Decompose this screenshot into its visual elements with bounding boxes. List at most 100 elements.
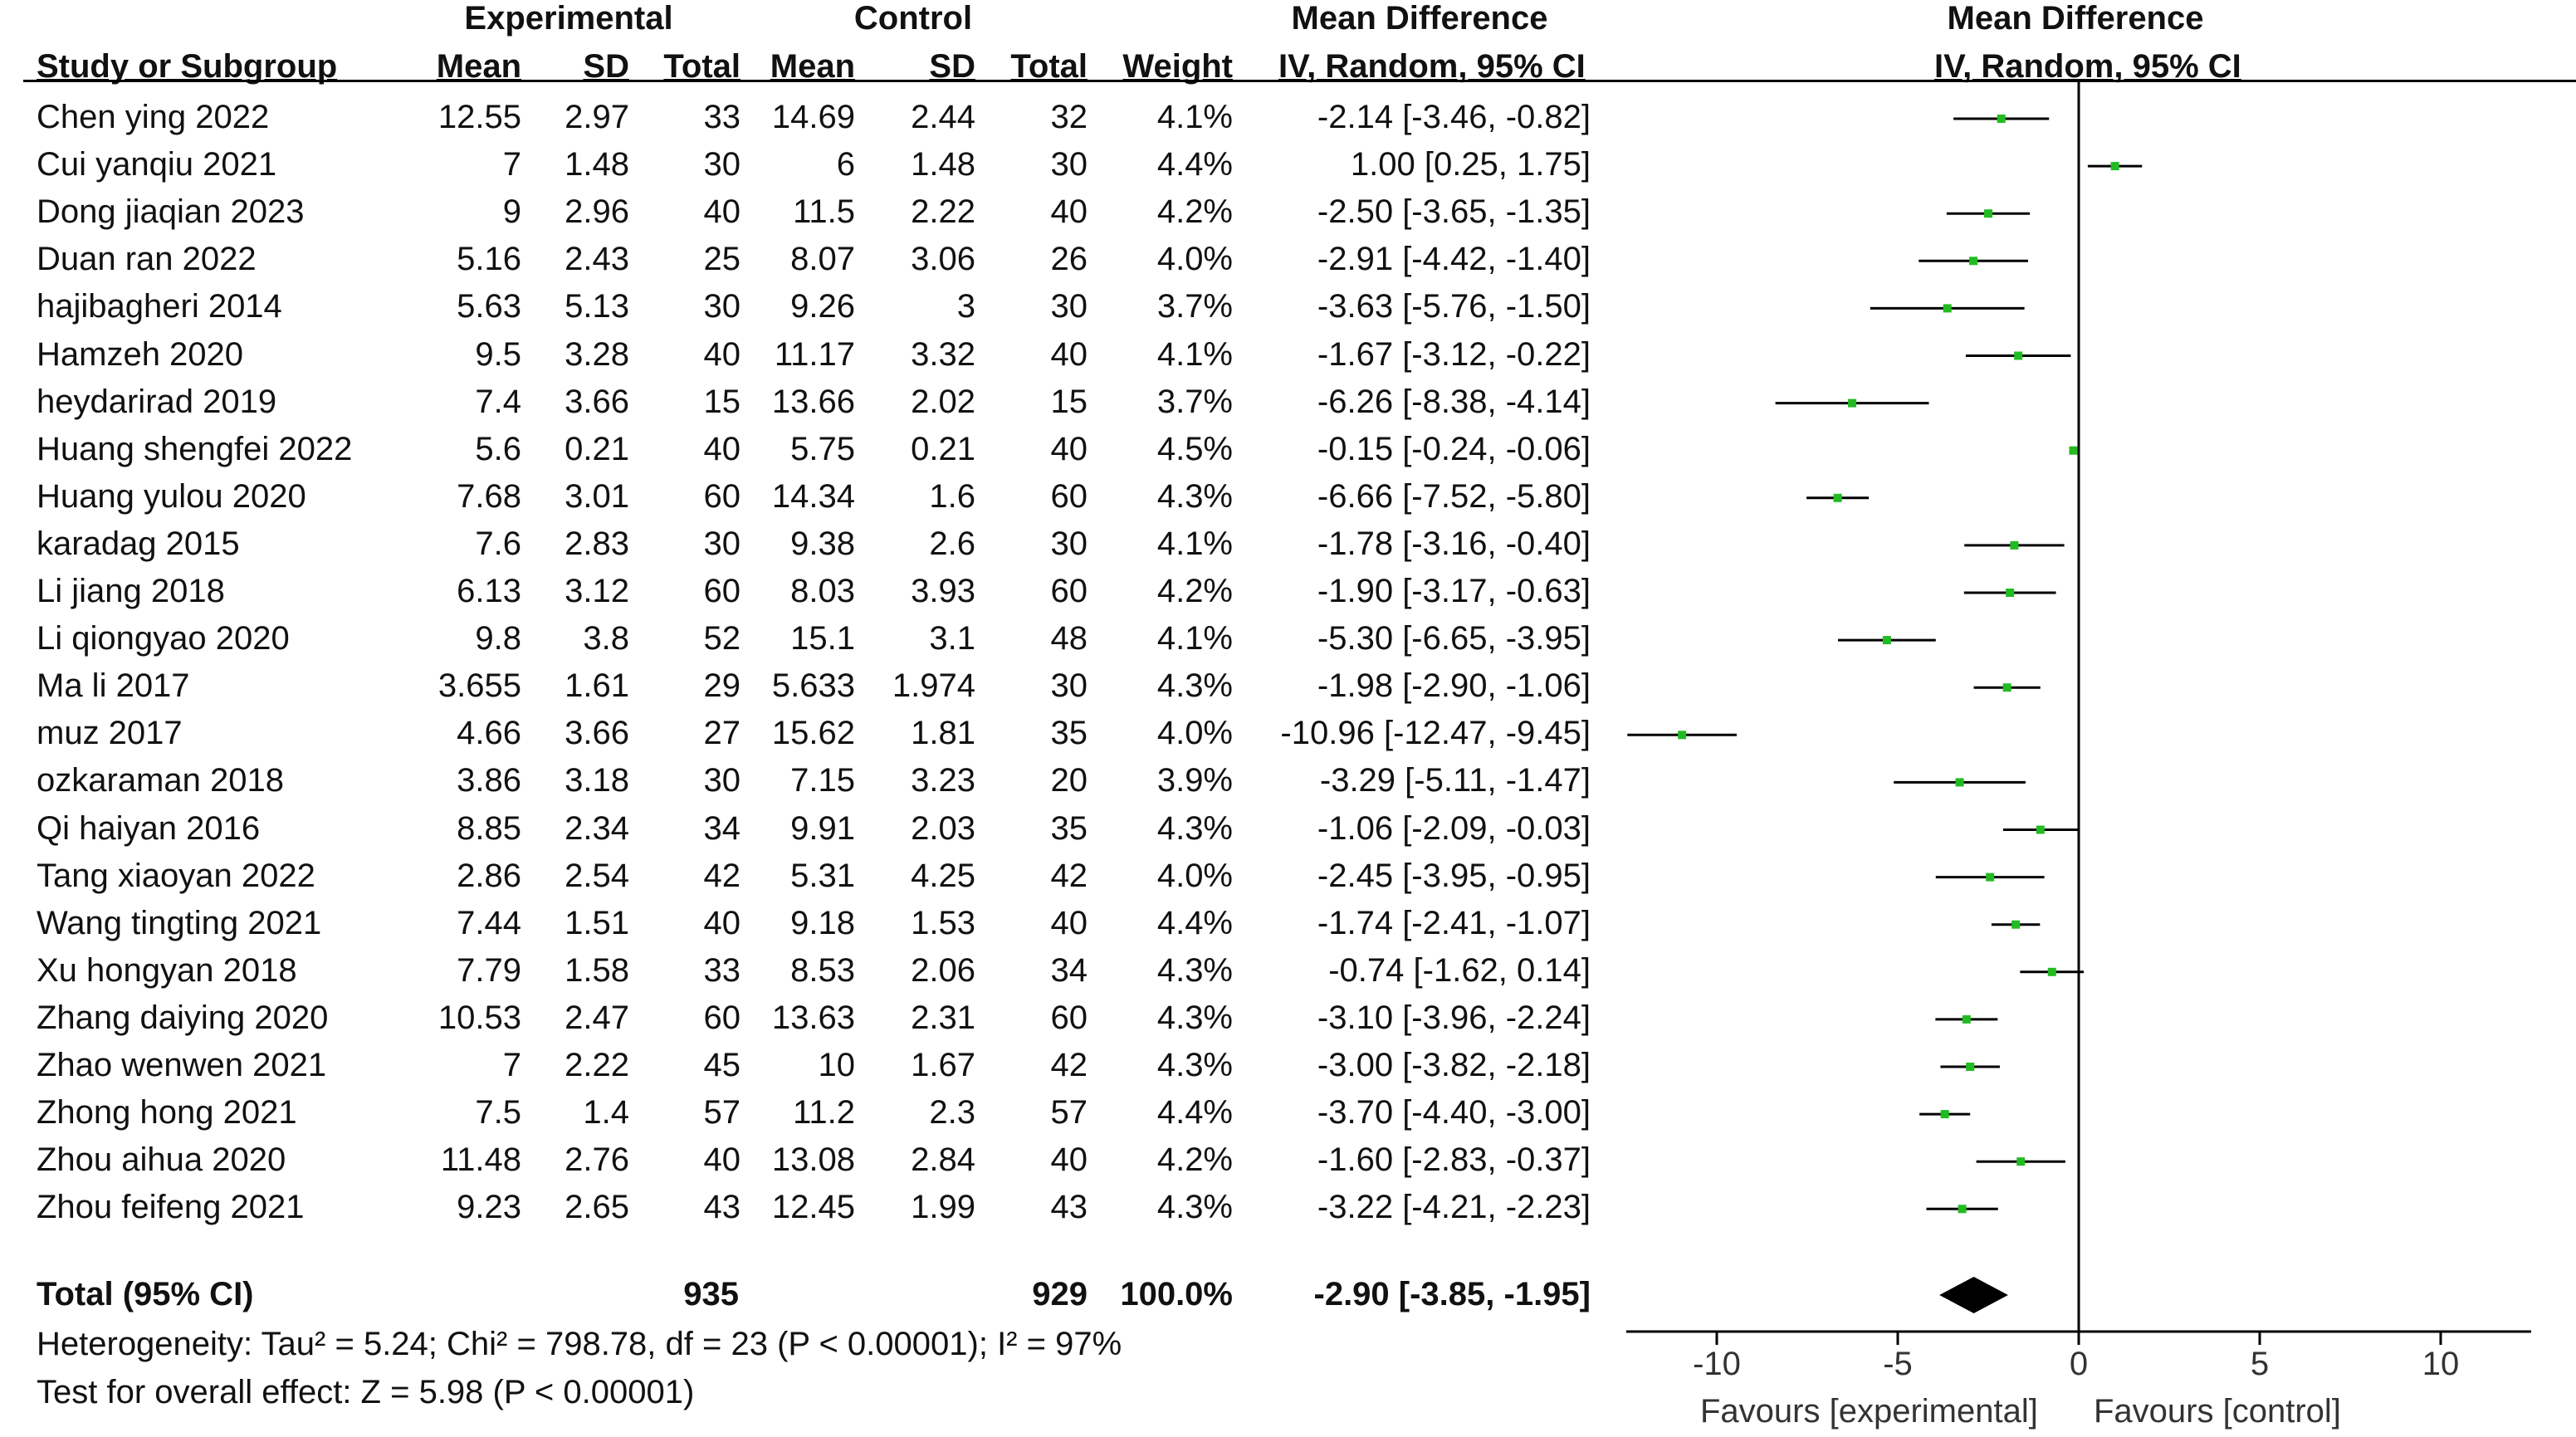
total-e-value: 52 <box>703 620 741 657</box>
mean-e-value: 7.6 <box>475 525 521 562</box>
total-e-value: 60 <box>703 999 741 1036</box>
mean-c-value: 15.1 <box>790 620 855 657</box>
study-point <box>2014 351 2023 360</box>
header-rule <box>23 80 2576 82</box>
mean-e-value: 7.5 <box>475 1094 521 1132</box>
weight-value: 4.2% <box>1156 1141 1233 1179</box>
total-e-value: 29 <box>703 667 741 705</box>
total-c-value: 48 <box>1050 620 1088 657</box>
mean-c-value: 13.66 <box>771 383 855 420</box>
study-name: Duan ran 2022 <box>37 241 257 278</box>
study-name: Li jiang 2018 <box>37 573 225 609</box>
mean-c-value: 14.69 <box>771 99 855 135</box>
mean-c-value: 10 <box>818 1047 856 1083</box>
total-c-value: 57 <box>1050 1094 1088 1132</box>
study-point <box>1962 1014 1971 1024</box>
mean-c-value: 5.31 <box>790 857 855 894</box>
ci-value: -3.70 [-4.40, -3.00] <box>1317 1094 1591 1132</box>
study-name: Huang yulou 2020 <box>37 477 306 515</box>
total-e-value: 33 <box>703 99 741 135</box>
experimental-group-header: Experimental <box>464 0 673 37</box>
study-point <box>2036 825 2045 834</box>
sd-e-value: 2.97 <box>565 99 629 135</box>
sd-e-value: 2.34 <box>565 809 629 847</box>
study-point <box>1986 872 1995 882</box>
sd-e-value: 2.54 <box>565 857 629 894</box>
total-e-value: 30 <box>703 288 741 325</box>
mean-e-column-header: Mean <box>436 48 521 85</box>
mean-c-value: 15.62 <box>771 715 855 752</box>
mean-c-column-header: Mean <box>770 48 855 85</box>
sd-c-value: 1.6 <box>929 477 975 515</box>
total-c-column-header: Total <box>1010 48 1088 85</box>
total-c-value: 42 <box>1050 1047 1088 1083</box>
study-name: Xu hongyan 2018 <box>37 951 297 989</box>
mean-c-value: 9.38 <box>790 525 855 562</box>
mean-c-value: 9.91 <box>790 809 855 847</box>
mean-e-value: 7.79 <box>457 951 521 989</box>
total-e-value: 57 <box>703 1094 741 1132</box>
sd-e-value: 1.58 <box>565 951 629 989</box>
mean-e-value: 9.5 <box>475 335 521 373</box>
mean-c-value: 6 <box>836 146 855 183</box>
study-name: Li qiongyao 2020 <box>37 620 290 657</box>
ci-value: 1.00 [0.25, 1.75] <box>1350 146 1591 183</box>
total-e-value: 935 <box>683 1276 739 1312</box>
mean-e-value: 9.23 <box>457 1189 521 1226</box>
sd-e-value: 2.47 <box>565 999 629 1036</box>
sd-c-value: 3.32 <box>911 335 975 373</box>
weight-value: 4.3% <box>1156 477 1233 515</box>
sd-e-value: 2.96 <box>565 193 629 231</box>
study-name: Dong jiaqian 2023 <box>37 193 305 231</box>
study-point <box>2047 967 2056 976</box>
sd-c-column-header: SD <box>929 48 975 85</box>
sd-e-value: 2.76 <box>565 1141 629 1179</box>
sd-c-value: 3.06 <box>911 241 975 278</box>
mean-c-value: 9.26 <box>790 288 855 325</box>
study-name: Ma li 2017 <box>37 667 190 705</box>
sd-c-value: 0.21 <box>911 430 975 467</box>
total-c-value: 43 <box>1050 1189 1088 1226</box>
ci-value: -2.91 [-4.42, -1.40] <box>1317 241 1591 278</box>
ci-value: -1.67 [-3.12, -0.22] <box>1317 335 1591 373</box>
mean-e-value: 8.85 <box>457 809 521 847</box>
mean-c-value: 13.63 <box>771 999 855 1036</box>
weight-value: 4.3% <box>1156 1189 1233 1226</box>
ci-value: -1.06 [-2.09, -0.03] <box>1317 809 1591 847</box>
ci-value: -0.74 [-1.62, 0.14] <box>1328 951 1591 989</box>
total-c-value: 40 <box>1050 1141 1088 1179</box>
sd-c-value: 2.06 <box>911 951 975 989</box>
sd-e-value: 2.22 <box>565 1047 629 1083</box>
sd-e-value: 3.8 <box>583 620 629 657</box>
weight-value: 4.2% <box>1156 573 1233 609</box>
mean-difference-header-right: Mean Difference <box>1947 0 2204 37</box>
weight-value: 4.4% <box>1156 904 1233 941</box>
method-header-right: IV, Random, 95% CI <box>1934 48 2241 85</box>
weight-value: 4.0% <box>1156 857 1233 894</box>
total-c-value: 30 <box>1050 146 1088 183</box>
mean-e-value: 3.655 <box>437 667 521 705</box>
ci-value: -3.22 [-4.21, -2.23] <box>1317 1189 1591 1226</box>
total-e-value: 40 <box>703 193 741 231</box>
ci-value: -3.63 [-5.76, -1.50] <box>1317 288 1591 325</box>
weight-value: 3.9% <box>1156 762 1233 799</box>
study-name: Wang tingting 2021 <box>37 904 322 941</box>
sd-c-value: 2.02 <box>911 383 975 420</box>
ci-value: -3.29 [-5.11, -1.47] <box>1319 762 1591 799</box>
mean-c-value: 8.53 <box>790 951 855 989</box>
total-c-value: 42 <box>1050 857 1088 894</box>
total-c-value: 30 <box>1050 288 1088 325</box>
mean-e-value: 2.86 <box>457 857 521 894</box>
mean-e-value: 7 <box>502 1047 521 1083</box>
sd-c-value: 1.67 <box>911 1047 975 1083</box>
study-name: Qi haiyan 2016 <box>37 809 261 847</box>
ci-value: -1.90 [-3.17, -0.63] <box>1317 573 1591 609</box>
total-e-value: 40 <box>703 1141 741 1179</box>
weight-value: 4.1% <box>1156 620 1233 657</box>
total-e-value: 40 <box>703 904 741 941</box>
sd-e-value: 1.61 <box>565 667 629 705</box>
mean-c-value: 8.07 <box>790 241 855 278</box>
weight-value: 4.3% <box>1156 1047 1233 1083</box>
mean-e-value: 11.48 <box>440 1141 521 1179</box>
sd-c-value: 3.23 <box>911 762 975 799</box>
